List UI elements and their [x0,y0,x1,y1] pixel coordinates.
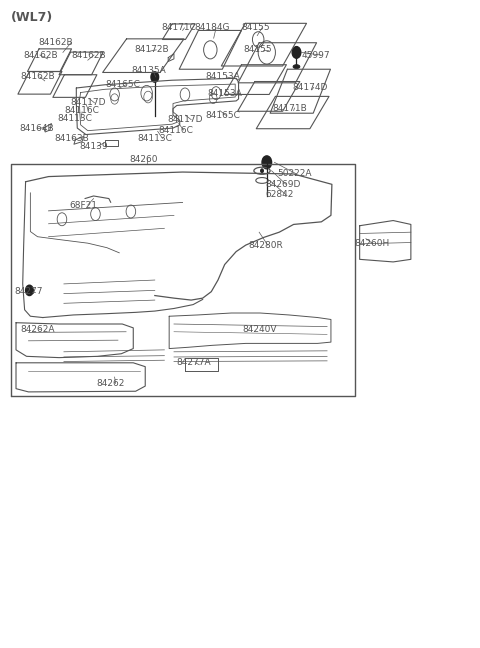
Text: 84164B: 84164B [19,124,53,133]
Text: 84240V: 84240V [243,325,277,334]
Text: 84163B: 84163B [54,134,89,143]
Text: 84184G: 84184G [194,23,229,32]
Text: 84153A: 84153A [207,89,242,98]
Text: 84116C: 84116C [65,106,100,115]
Text: 84174D: 84174D [293,83,328,92]
Text: 84155: 84155 [241,23,270,32]
Text: 84117D: 84117D [167,115,203,124]
Text: 84260H: 84260H [354,239,389,248]
Text: 84113C: 84113C [57,114,92,123]
Text: 84162B: 84162B [72,51,106,60]
Ellipse shape [293,65,300,69]
Ellipse shape [261,169,264,173]
Text: 84135A: 84135A [131,66,166,75]
Text: 84162B: 84162B [38,38,73,47]
Text: 84155: 84155 [244,45,273,54]
Text: 62842: 62842 [266,190,294,199]
Text: 84165C: 84165C [205,111,240,121]
Text: 68F21: 68F21 [70,200,97,209]
Text: 84269D: 84269D [266,180,301,189]
Circle shape [262,156,272,169]
Text: 84262: 84262 [96,379,125,388]
Text: 84116C: 84116C [158,126,193,135]
Text: 84277: 84277 [14,287,43,296]
Circle shape [25,285,33,295]
Text: 45997: 45997 [301,51,330,60]
Text: 84113C: 84113C [138,134,172,143]
Text: (WL7): (WL7) [11,11,53,24]
Text: 84165C: 84165C [105,80,140,89]
Text: 84139: 84139 [79,142,108,151]
Text: 84262A: 84262A [21,325,55,334]
Text: 84277A: 84277A [177,358,212,367]
Text: 84117D: 84117D [71,98,106,108]
Text: 84171C: 84171C [161,23,196,32]
Text: 84172B: 84172B [135,45,169,54]
Text: 84162B: 84162B [24,51,58,60]
Text: 84171B: 84171B [273,104,307,113]
Circle shape [151,72,158,82]
Text: 84153A: 84153A [205,73,240,82]
Text: 84162B: 84162B [21,73,55,82]
Text: 50222A: 50222A [277,170,312,178]
Text: 84260: 84260 [129,155,157,163]
Circle shape [292,47,301,58]
Text: 84280R: 84280R [249,240,283,249]
